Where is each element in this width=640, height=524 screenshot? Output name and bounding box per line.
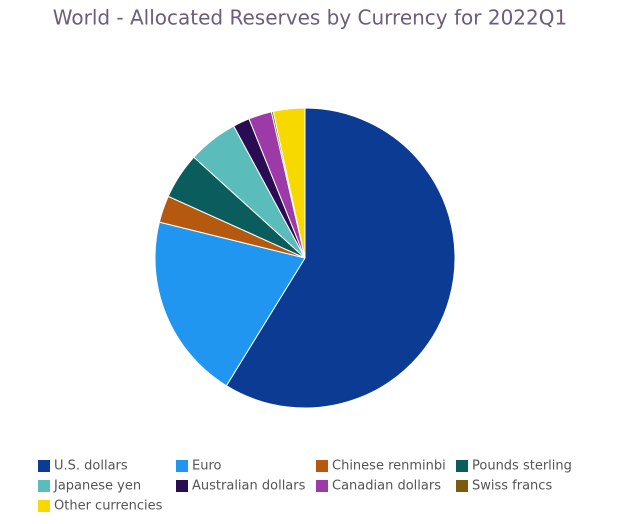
legend-label: Euro — [192, 459, 222, 474]
legend-label: Chinese renminbi — [332, 459, 446, 474]
legend-label: U.S. dollars — [54, 459, 128, 474]
legend-swatch — [456, 460, 468, 472]
legend-label: Canadian dollars — [332, 479, 441, 494]
legend-label: Pounds sterling — [472, 459, 572, 474]
pie-slice — [272, 107, 306, 259]
legend-swatch — [38, 480, 50, 492]
legend-swatch — [38, 500, 50, 512]
legend-swatch — [456, 480, 468, 492]
legend-swatch — [316, 460, 328, 472]
legend-swatch — [316, 480, 328, 492]
chart-title: World - Allocated Reserves by Currency f… — [53, 6, 567, 30]
legend-label: Japanese yen — [53, 479, 141, 494]
legend-swatch — [176, 460, 188, 472]
legend-label: Australian dollars — [192, 479, 306, 494]
legend-label: Swiss francs — [472, 479, 552, 494]
pie-slice — [225, 107, 456, 409]
legend-swatch — [176, 480, 188, 492]
legend-label: Other currencies — [54, 499, 163, 514]
pie-slice — [154, 221, 306, 387]
legend-swatch — [38, 460, 50, 472]
